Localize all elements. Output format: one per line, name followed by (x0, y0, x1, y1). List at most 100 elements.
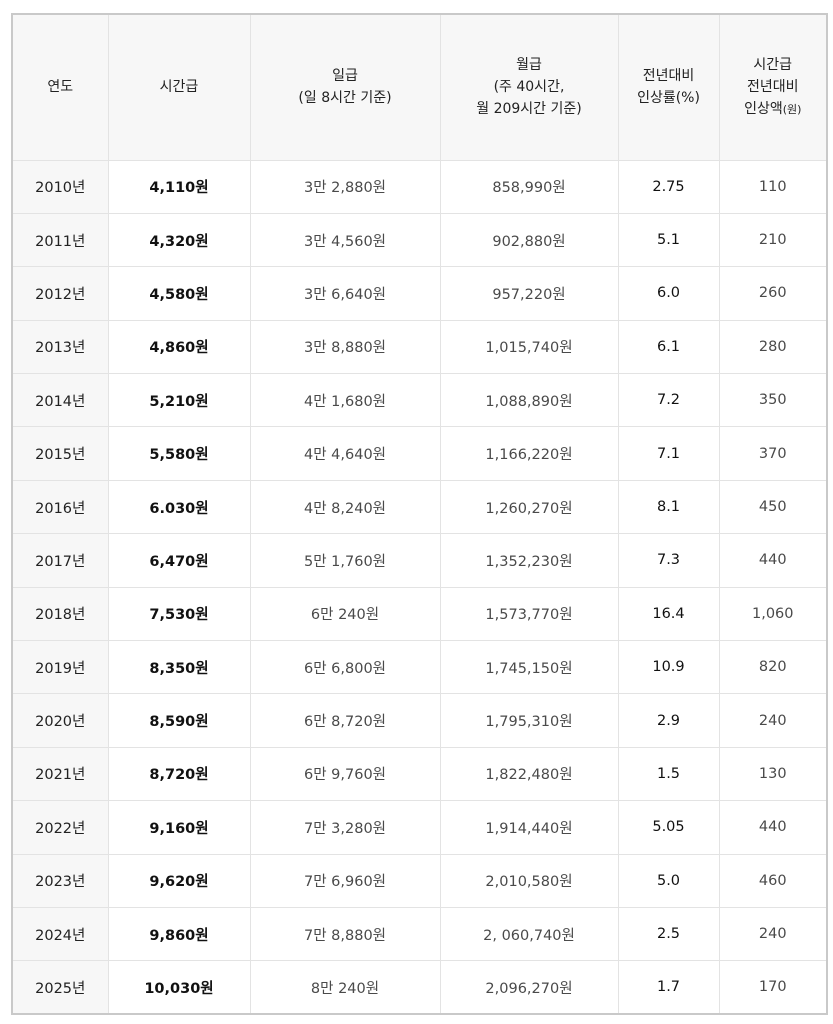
header-increase: 시간급 전년대비 인상액(원) (718, 13, 828, 161)
cell-hourly: 8,590원 (107, 693, 251, 748)
cell-rate: 5.05 (617, 800, 720, 855)
cell-hourly: 6.030원 (107, 479, 251, 535)
cell-hourly: 7,530원 (107, 586, 251, 642)
header-hourly-label: 시간급 (159, 79, 199, 96)
cell-daily: 7만 3,280원 (249, 800, 441, 855)
cell-daily: 7만 8,880원 (249, 906, 441, 962)
cell-daily: 4만 4,640원 (249, 426, 441, 481)
cell-monthly: 2,010,580원 (439, 853, 619, 908)
cell-increase: 240 (718, 693, 828, 748)
cell-daily: 6만 9,760원 (249, 746, 441, 802)
cell-increase: 370 (718, 426, 828, 481)
cell-increase: 1,060 (718, 586, 828, 642)
cell-rate: 10.9 (617, 640, 720, 695)
cell-hourly: 9,620원 (107, 853, 251, 908)
cell-rate: 6.0 (617, 266, 720, 321)
cell-rate: 16.4 (617, 586, 720, 642)
header-year: 연도 (11, 13, 109, 161)
cell-increase: 350 (718, 373, 828, 428)
cell-hourly: 5,580원 (107, 426, 251, 481)
table-row: 2025년 10,030원 8만 240원 2,096,270원 1.7 170 (11, 960, 828, 1015)
cell-year: 2024년 (11, 906, 109, 962)
cell-monthly: 957,220원 (439, 266, 619, 321)
cell-rate: 6.1 (617, 319, 720, 375)
cell-hourly: 9,860원 (107, 906, 251, 962)
header-daily: 일급 (일 8시간 기준) (249, 13, 441, 161)
cell-monthly: 1,573,770원 (439, 586, 619, 642)
cell-hourly: 4,110원 (107, 159, 251, 214)
cell-rate: 1.7 (617, 960, 720, 1015)
table-header-row: 연도 시간급 일급 (일 8시간 기준) 월급 (주 40시간, 월 209시간… (11, 13, 828, 161)
cell-hourly: 5,210원 (107, 373, 251, 428)
cell-monthly: 1,795,310원 (439, 693, 619, 748)
cell-year: 2022년 (11, 800, 109, 855)
header-year-label: 연도 (47, 79, 74, 96)
cell-year: 2021년 (11, 746, 109, 802)
cell-increase: 280 (718, 319, 828, 375)
cell-hourly: 8,720원 (107, 746, 251, 802)
cell-year: 2012년 (11, 266, 109, 321)
cell-rate: 2.9 (617, 693, 720, 748)
cell-daily: 7만 6,960원 (249, 853, 441, 908)
header-increase-unit: (원) (782, 102, 802, 116)
cell-increase: 440 (718, 533, 828, 588)
cell-daily: 6만 6,800원 (249, 640, 441, 695)
cell-increase: 260 (718, 266, 828, 321)
cell-daily: 3만 6,640원 (249, 266, 441, 321)
header-increase-line1: 시간급 (753, 56, 793, 73)
cell-hourly: 10,030원 (107, 960, 251, 1015)
table-row: 2010년 4,110원 3만 2,880원 858,990원 2.75 110 (11, 159, 828, 214)
cell-monthly: 2, 060,740원 (439, 906, 619, 962)
table-row: 2019년 8,350원 6만 6,800원 1,745,150원 10.9 8… (11, 640, 828, 695)
cell-rate: 7.1 (617, 426, 720, 481)
cell-increase: 110 (718, 159, 828, 214)
header-increase-line3: 인상액(원) (720, 98, 826, 121)
cell-increase: 240 (718, 906, 828, 962)
header-daily-line1: 일급 (332, 68, 358, 85)
cell-increase: 820 (718, 640, 828, 695)
table-row: 2022년 9,160원 7만 3,280원 1,914,440원 5.05 4… (11, 800, 828, 855)
cell-monthly: 902,880원 (439, 212, 619, 268)
cell-year: 2020년 (11, 693, 109, 748)
cell-rate: 7.3 (617, 533, 720, 588)
cell-rate: 1.5 (617, 746, 720, 802)
cell-year: 2023년 (11, 853, 109, 908)
cell-rate: 7.2 (617, 373, 720, 428)
table-row: 2021년 8,720원 6만 9,760원 1,822,480원 1.5 13… (11, 746, 828, 802)
table-row: 2013년 4,860원 3만 8,880원 1,015,740원 6.1 28… (11, 319, 828, 375)
cell-daily: 5만 1,760원 (249, 533, 441, 588)
header-increase-line2: 전년대비 (746, 78, 799, 95)
cell-monthly: 1,015,740원 (439, 319, 619, 375)
header-increase-label: 인상액 (744, 100, 783, 117)
cell-year: 2011년 (11, 212, 109, 268)
cell-monthly: 1,260,270원 (439, 479, 619, 535)
cell-monthly: 1,166,220원 (439, 426, 619, 481)
cell-year: 2025년 (11, 960, 109, 1015)
header-monthly-line2: (주 40시간, (493, 79, 565, 96)
cell-daily: 3만 8,880원 (249, 319, 441, 375)
cell-daily: 4만 8,240원 (249, 479, 441, 535)
header-monthly-line1: 월급 (516, 57, 542, 74)
header-rate-line2: 인상률(%) (637, 90, 700, 107)
minimum-wage-table: 연도 시간급 일급 (일 8시간 기준) 월급 (주 40시간, 월 209시간… (11, 13, 828, 1016)
cell-hourly: 6,470원 (107, 533, 251, 588)
cell-year: 2015년 (11, 426, 109, 481)
cell-year: 2013년 (11, 319, 109, 375)
table-row: 2018년 7,530원 6만 240원 1,573,770원 16.4 1,0… (11, 586, 828, 642)
table-row: 2011년 4,320원 3만 4,560원 902,880원 5.1 210 (11, 212, 828, 268)
cell-year: 2010년 (11, 159, 109, 214)
header-monthly: 월급 (주 40시간, 월 209시간 기준) (439, 13, 619, 161)
table-row: 2014년 5,210원 4만 1,680원 1,088,890원 7.2 35… (11, 373, 828, 428)
cell-rate: 2.5 (617, 906, 720, 962)
cell-daily: 6만 8,720원 (249, 693, 441, 748)
cell-increase: 170 (718, 960, 828, 1015)
cell-daily: 8만 240원 (249, 960, 441, 1015)
cell-year: 2017년 (11, 533, 109, 588)
cell-year: 2014년 (11, 373, 109, 428)
cell-increase: 460 (718, 853, 828, 908)
header-daily-line2: (일 8시간 기준) (298, 90, 392, 107)
table-row: 2016년 6.030원 4만 8,240원 1,260,270원 8.1 45… (11, 479, 828, 535)
table-row: 2012년 4,580원 3만 6,640원 957,220원 6.0 260 (11, 266, 828, 321)
cell-rate: 2.75 (617, 159, 720, 214)
